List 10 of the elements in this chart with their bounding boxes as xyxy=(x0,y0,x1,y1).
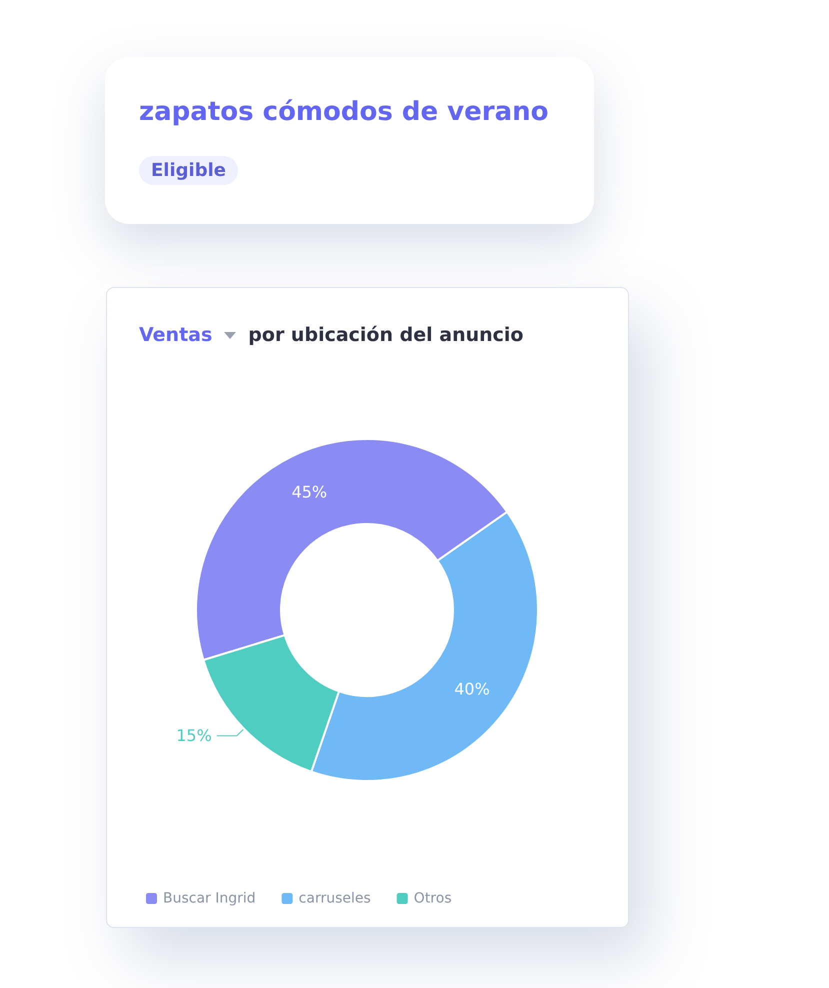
legend-label: carruseles xyxy=(298,890,371,906)
data-label: 45% xyxy=(292,482,328,502)
chart-subtitle: por ubicación del anuncio xyxy=(248,324,524,346)
text: Eligible xyxy=(139,156,238,185)
legend-label: Otros xyxy=(414,890,452,906)
legend-label: Buscar Ingrid xyxy=(163,890,256,906)
chart-title: Ventas xyxy=(139,324,212,346)
data-label: 15% xyxy=(176,726,212,746)
data-label: 40% xyxy=(454,680,490,699)
text: zapatos cómodos de verano xyxy=(139,97,548,127)
